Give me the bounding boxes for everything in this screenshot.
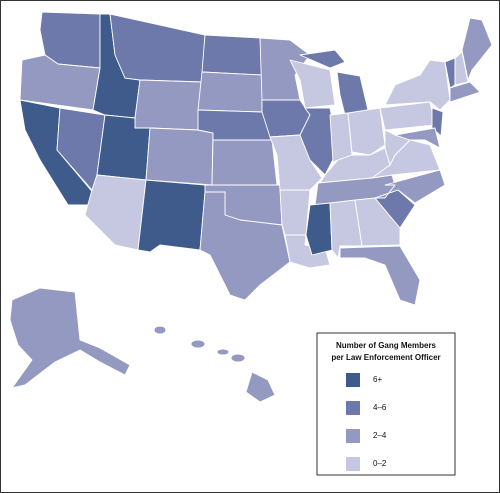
state [211,139,278,186]
state [289,59,336,109]
legend-label: 2–4 [373,431,387,440]
legend-swatch [346,429,360,443]
state [197,71,263,113]
state [199,191,291,301]
legend-label: 0–2 [373,459,387,468]
legend-swatch [346,457,360,471]
state [374,169,446,204]
state [347,107,386,156]
legend-items: 6+ 4–6 2–4 0–2 [346,373,387,471]
state [305,202,333,256]
state [279,189,311,236]
state [216,348,230,356]
state [454,51,469,86]
legend-label: 4–6 [373,403,387,412]
state [9,287,131,389]
states [9,11,493,403]
state [354,197,401,247]
state [339,245,421,306]
state [461,17,493,81]
state [394,127,441,149]
state [284,234,331,269]
state [145,127,214,186]
state [299,49,346,69]
legend-swatch [346,401,360,415]
legend-title: per Law Enforcement Officer [331,353,440,362]
state [201,34,263,76]
state [190,339,206,349]
legend-box [316,332,456,476]
legend-label: 6+ [373,375,382,384]
legend-title: Number of Gang Members [336,341,437,350]
state [230,353,246,363]
state [137,179,206,253]
state [153,325,167,335]
legend-swatch [346,373,360,387]
state [134,79,203,131]
state [245,371,276,403]
state [449,81,481,103]
